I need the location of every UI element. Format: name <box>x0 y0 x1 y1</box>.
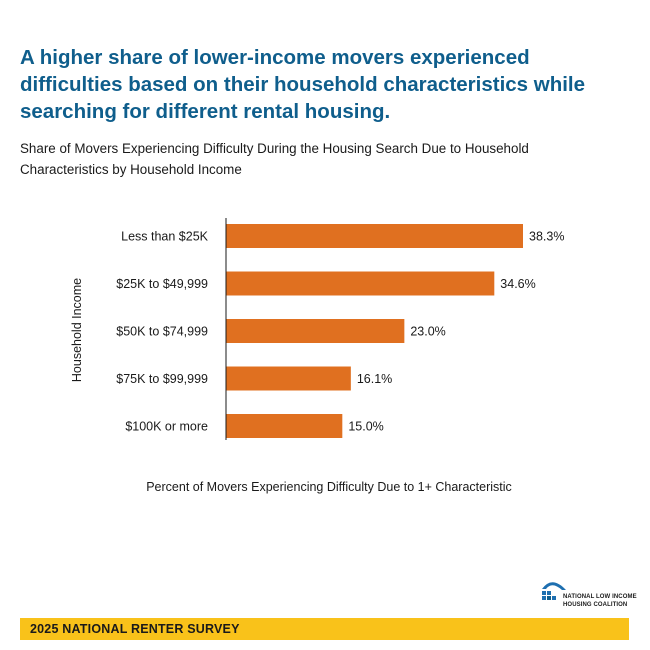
bar <box>226 319 405 343</box>
category-label: $75K to $99,999 <box>116 372 208 386</box>
bar <box>226 366 351 391</box>
footer-label: 2025 NATIONAL RENTER SURVEY <box>30 622 240 636</box>
y-axis-label: Household Income <box>70 278 84 382</box>
data-label: 34.6% <box>500 277 535 291</box>
category-label: $100K or more <box>125 420 208 434</box>
nlihc-logo: NATIONAL LOW INCOME HOUSING COALITION <box>538 576 638 612</box>
footer-bar: 2025 NATIONAL RENTER SURVEY <box>20 618 629 640</box>
bar <box>226 224 523 248</box>
data-label: 16.1% <box>357 372 392 386</box>
category-label: Less than $25K <box>121 230 209 244</box>
x-axis-label: Percent of Movers Experiencing Difficult… <box>146 480 512 494</box>
house-roof-logo-icon <box>542 582 566 600</box>
data-label: 15.0% <box>348 420 383 434</box>
logo-org-name: NATIONAL LOW INCOME HOUSING COALITION <box>563 594 637 608</box>
headline: A higher share of lower-income movers ex… <box>20 46 586 123</box>
bar <box>226 414 343 438</box>
data-label: 23.0% <box>410 325 445 339</box>
data-label: 38.3% <box>529 230 564 244</box>
bar-chart: Household Income Less than $25K 38.3% $25K… <box>70 218 564 494</box>
category-label: $25K to $49,999 <box>116 277 208 291</box>
bar <box>226 271 495 296</box>
category-label: $50K to $74,999 <box>116 325 208 339</box>
chart-subtitle: Share of Movers Experiencing Difficulty … <box>20 141 529 177</box>
